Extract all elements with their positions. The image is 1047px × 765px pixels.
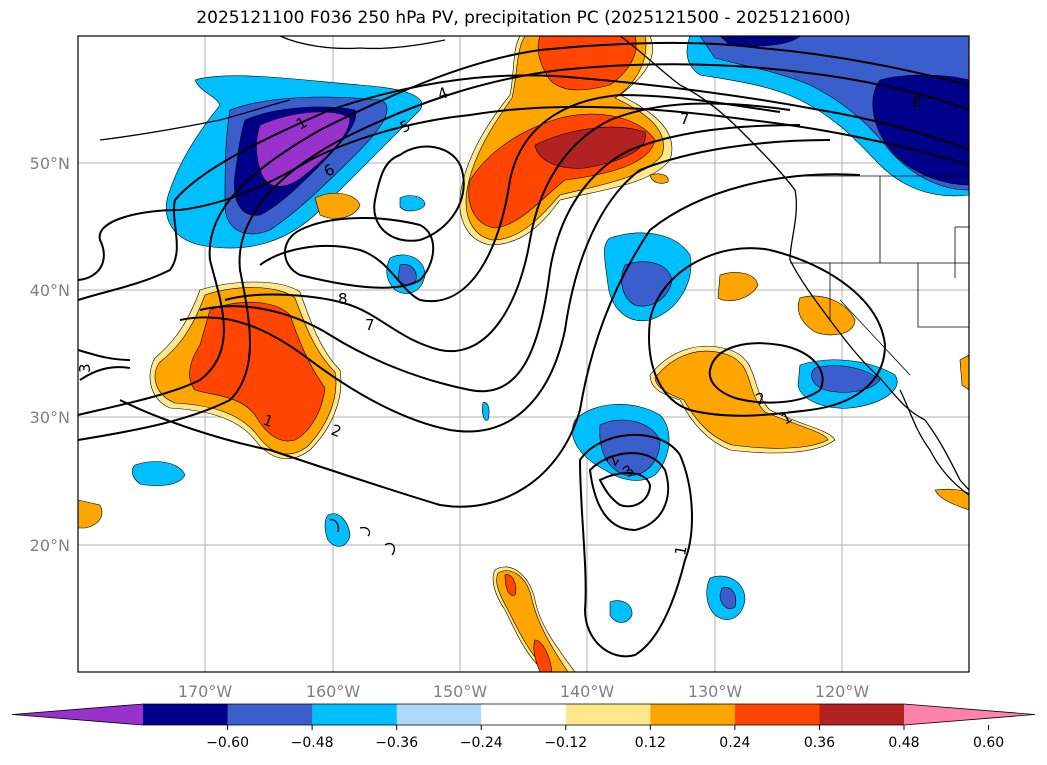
colorbar-segment bbox=[143, 704, 229, 725]
colorbar-segment bbox=[312, 704, 398, 725]
map-frame bbox=[77, 35, 970, 673]
negative-anomaly-west bbox=[166, 75, 423, 249]
lon-label: 130°W bbox=[688, 682, 743, 701]
lat-label: 50°N bbox=[30, 154, 70, 173]
colorbar-segment bbox=[481, 704, 567, 725]
contour-label: 7 bbox=[365, 316, 375, 334]
colorbar-segment bbox=[227, 704, 313, 725]
positive-anomaly-south bbox=[492, 566, 576, 672]
colorbar-outline bbox=[11, 703, 1036, 726]
colorbar-tick-label: −0.60 bbox=[206, 735, 249, 751]
colorbar-segment bbox=[565, 704, 651, 725]
lon-label: 140°W bbox=[560, 682, 615, 701]
longitude-labels: 170°W 160°W 150°W 140°W 130°W 120°W bbox=[178, 682, 870, 701]
colorbar-segment bbox=[734, 704, 820, 725]
colorbar-tick-label: −0.36 bbox=[375, 735, 418, 751]
colorbar-tick-label: 0.48 bbox=[888, 735, 919, 751]
colorbar-tick-label: 0.36 bbox=[804, 735, 835, 751]
lon-label: 120°W bbox=[815, 682, 870, 701]
colorbar-tick-label: 0.60 bbox=[973, 735, 1004, 751]
colorbar-tick-label: 0.24 bbox=[719, 735, 750, 751]
negative-anomaly-northeast bbox=[686, 36, 969, 197]
colorbar: −0.60 −0.48 −0.36 −0.24 −0.12 0.12 0.24 0.36 0.4… bbox=[11, 703, 1036, 751]
colorbar-segment bbox=[819, 704, 905, 725]
colorbar-tick-label: −0.48 bbox=[291, 735, 334, 751]
contour-label: 6 bbox=[912, 93, 922, 111]
colorbar-extend-low bbox=[12, 704, 143, 725]
lon-label: 170°W bbox=[178, 682, 233, 701]
map-title: 2025121100 F036 250 hPa PV, precipitatio… bbox=[196, 8, 851, 28]
coastlines bbox=[99, 36, 969, 556]
colorbar-tick-label: 0.12 bbox=[635, 735, 666, 751]
colorbar-extend-high bbox=[904, 704, 1035, 725]
lat-label: 40°N bbox=[30, 281, 70, 300]
state-borders bbox=[790, 175, 969, 376]
colorbar-segment bbox=[396, 704, 482, 725]
negative-anomaly-central bbox=[131, 195, 898, 623]
lon-label: 160°W bbox=[306, 682, 361, 701]
colorbar-segment bbox=[650, 704, 736, 725]
contour-label: 7 bbox=[680, 110, 690, 128]
latitude-labels: 50°N 40°N 30°N 20°N bbox=[30, 154, 70, 555]
lon-label: 150°W bbox=[433, 682, 488, 701]
lat-label: 20°N bbox=[30, 536, 70, 555]
contour-label: 1 bbox=[671, 544, 690, 557]
colorbar-tick-label: −0.24 bbox=[460, 735, 503, 751]
contour-label: 3 bbox=[76, 363, 94, 373]
pv-contours bbox=[78, 41, 969, 658]
contour-label: 8 bbox=[338, 290, 348, 308]
lat-label: 30°N bbox=[30, 408, 70, 427]
colorbar-tick-label: −0.12 bbox=[544, 735, 587, 751]
